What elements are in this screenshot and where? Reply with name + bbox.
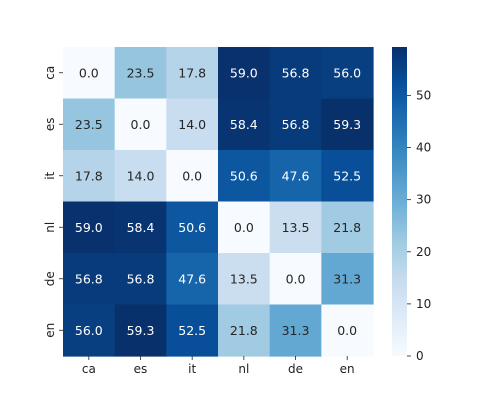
cell-value-label: 31.3	[333, 271, 361, 286]
y-axis: ca es it nl de en	[43, 66, 63, 338]
x-axis: ca es it nl de en	[82, 356, 355, 376]
colorbar: 0 10 20 30 40 50	[392, 47, 431, 363]
cell-value-label: 59.0	[230, 65, 258, 80]
cell-value-label: 21.8	[230, 323, 258, 338]
heatmap-cell	[218, 201, 271, 254]
heatmap-cell	[218, 304, 271, 357]
colorbar-tick-label: 40	[416, 141, 431, 155]
x-tick-label: it	[188, 362, 196, 376]
heatmap-cell	[114, 304, 167, 357]
x-tick-label: ca	[82, 362, 96, 376]
cell-value-label: 17.8	[178, 65, 206, 80]
x-tick-label: en	[340, 362, 355, 376]
heatmap-cell	[269, 150, 322, 203]
heatmap-cell	[63, 98, 116, 151]
cell-value-label: 21.8	[333, 220, 361, 235]
cell-value-label: 56.0	[333, 65, 361, 80]
y-tick-label: en	[43, 323, 57, 338]
colorbar-tick-label: 0	[416, 349, 424, 363]
cell-value-label: 0.0	[286, 271, 306, 286]
cell-value-label: 47.6	[282, 168, 310, 183]
x-tick-label: es	[134, 362, 148, 376]
heatmap-cell	[63, 150, 116, 203]
cell-value-label: 59.3	[127, 323, 155, 338]
cell-value-label: 14.0	[127, 168, 155, 183]
cell-value-label: 0.0	[79, 65, 99, 80]
cell-value-label: 50.6	[230, 168, 258, 183]
heatmap-cell	[321, 150, 374, 203]
cell-value-label: 52.5	[178, 323, 206, 338]
heatmap-cell	[114, 150, 167, 203]
heatmap-cell	[114, 201, 167, 254]
heatmap-cell	[63, 253, 116, 306]
cell-value-label: 0.0	[337, 323, 357, 338]
x-tick-label: de	[288, 362, 303, 376]
heatmap-cell	[63, 201, 116, 254]
y-tick-label: ca	[43, 66, 57, 80]
cell-value-label: 52.5	[333, 168, 361, 183]
cell-value-label: 23.5	[127, 65, 155, 80]
colorbar-tick-label: 50	[416, 88, 431, 102]
cell-value-label: 58.4	[230, 117, 258, 132]
heatmap-cell	[166, 150, 219, 203]
colorbar-tick-label: 10	[416, 297, 431, 311]
cell-value-label: 23.5	[75, 117, 103, 132]
cell-value-label: 56.8	[127, 271, 155, 286]
cell-value-label: 13.5	[230, 271, 258, 286]
heatmap-cell	[269, 98, 322, 151]
heatmap-cell	[269, 304, 322, 357]
heatmap-cell	[269, 253, 322, 306]
y-tick-label: de	[43, 271, 57, 286]
heatmap-cell	[166, 98, 219, 151]
cell-value-label: 0.0	[182, 168, 202, 183]
colorbar-tick-label: 20	[416, 245, 431, 259]
heatmap-cell	[269, 47, 322, 100]
heatmap-cell	[321, 98, 374, 151]
cell-value-label: 56.8	[75, 271, 103, 286]
cell-value-label: 50.6	[178, 220, 206, 235]
heatmap-cell	[166, 47, 219, 100]
cell-value-label: 47.6	[178, 271, 206, 286]
cell-value-label: 0.0	[131, 117, 151, 132]
heatmap-cell	[114, 47, 167, 100]
cell-value-label: 56.0	[75, 323, 103, 338]
cell-value-label: 59.3	[333, 117, 361, 132]
cell-value-label: 58.4	[127, 220, 155, 235]
heatmap-cells: 0.0 23.5 17.8 59.0 56.8 56.0 23.5 0.0 14.0 58.4 56…	[63, 47, 374, 357]
cell-value-label: 56.8	[282, 65, 310, 80]
heatmap-cell	[218, 98, 271, 151]
cell-value-label: 14.0	[178, 117, 206, 132]
cell-value-label: 31.3	[282, 323, 310, 338]
y-tick-label: es	[43, 117, 57, 131]
colorbar-tick-label: 30	[416, 193, 431, 207]
cell-value-label: 0.0	[234, 220, 254, 235]
y-tick-label: nl	[43, 222, 57, 233]
cell-value-label: 13.5	[282, 220, 310, 235]
cell-value-label: 56.8	[282, 117, 310, 132]
cell-value-label: 17.8	[75, 168, 103, 183]
x-tick-label: nl	[238, 362, 249, 376]
heatmap-cell	[114, 253, 167, 306]
heatmap-cell	[114, 98, 167, 151]
heatmap-cell	[321, 253, 374, 306]
heatmap-cell	[166, 253, 219, 306]
cell-value-label: 59.0	[75, 220, 103, 235]
heatmap-cell	[63, 304, 116, 357]
y-tick-label: it	[43, 171, 57, 179]
heatmap-cell	[321, 201, 374, 254]
heatmap-cell	[166, 201, 219, 254]
heatmap-cell	[218, 150, 271, 203]
colorbar-gradient	[392, 47, 407, 356]
heatmap-cell	[218, 253, 271, 306]
heatmap-cell	[321, 47, 374, 100]
heatmap-cell	[269, 201, 322, 254]
heatmap-cell	[63, 47, 116, 100]
heatmap-cell	[218, 47, 271, 100]
heatmap-cell	[166, 304, 219, 357]
heatmap-cell	[321, 304, 374, 357]
